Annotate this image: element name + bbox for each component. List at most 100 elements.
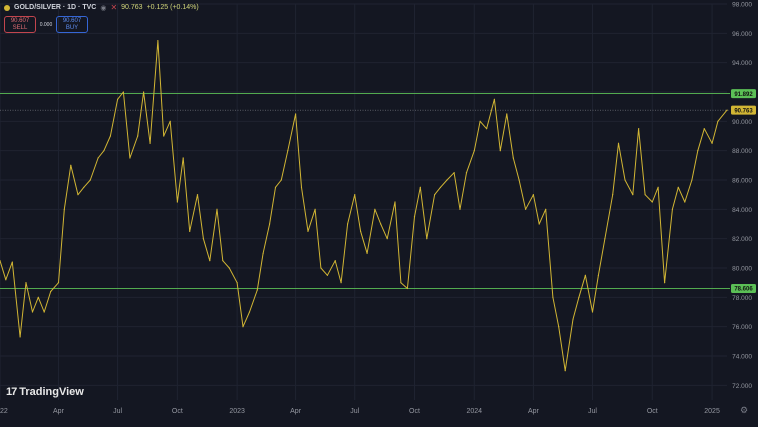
data-point bbox=[216, 208, 218, 210]
x-tick-label: Jul bbox=[113, 408, 122, 415]
data-point bbox=[394, 201, 396, 203]
y-tick-label: 96.000 bbox=[732, 31, 752, 38]
tradingview-wordmark: TradingView bbox=[19, 386, 84, 398]
sell-label: SELL bbox=[12, 25, 28, 31]
buy-price: 90.607 bbox=[62, 18, 82, 24]
data-point bbox=[97, 157, 99, 159]
data-point bbox=[50, 290, 52, 293]
price-series-line bbox=[0, 40, 728, 372]
x-tick-label: Apr bbox=[53, 408, 65, 415]
data-point bbox=[374, 208, 376, 210]
data-point bbox=[552, 296, 554, 298]
x-tick-label: 2023 bbox=[229, 408, 245, 415]
data-point bbox=[83, 186, 85, 188]
data-point bbox=[63, 208, 65, 210]
series-layer bbox=[0, 40, 728, 372]
data-point bbox=[677, 186, 679, 188]
data-point bbox=[157, 40, 159, 42]
sell-price: 90.607 bbox=[10, 18, 30, 24]
data-point bbox=[538, 223, 540, 225]
data-point bbox=[465, 172, 468, 174]
data-point bbox=[274, 186, 277, 188]
data-point bbox=[604, 238, 606, 240]
data-point bbox=[486, 128, 488, 130]
buy-button[interactable]: 90.607 BUY bbox=[56, 16, 88, 33]
data-point bbox=[109, 135, 112, 137]
data-point bbox=[340, 282, 342, 284]
data-point bbox=[400, 282, 402, 284]
data-point bbox=[334, 260, 336, 262]
data-point bbox=[439, 186, 442, 188]
data-point bbox=[578, 296, 580, 298]
data-point bbox=[142, 91, 145, 93]
data-point bbox=[189, 230, 191, 232]
price-tags: 91.892 78.606 90.763 bbox=[731, 89, 756, 293]
data-point bbox=[182, 157, 184, 159]
symbol-title[interactable]: GOLD/SILVER · 1D · TVC bbox=[14, 4, 97, 11]
time-axis[interactable]: 2022 Apr Jul Oct 2023 Apr Jul Oct 2024 Apr Jul Oct 2… bbox=[0, 408, 720, 415]
data-point bbox=[473, 150, 475, 152]
data-point bbox=[314, 208, 316, 210]
data-point bbox=[228, 267, 230, 269]
data-point bbox=[524, 208, 527, 210]
price-axis[interactable]: 98.00096.00094.00092.00090.00088.00086.0… bbox=[732, 2, 752, 390]
y-tick-label: 98.000 bbox=[732, 2, 752, 9]
data-point bbox=[25, 282, 27, 284]
data-point bbox=[31, 311, 34, 313]
data-point bbox=[122, 91, 125, 93]
data-point bbox=[163, 135, 165, 137]
data-point bbox=[697, 150, 699, 152]
y-tick-label: 88.000 bbox=[732, 148, 752, 155]
data-point bbox=[5, 279, 7, 281]
trade-panel: 90.607 SELL 0.000 90.607 BUY bbox=[4, 16, 88, 33]
data-point bbox=[116, 98, 119, 100]
data-point bbox=[307, 230, 309, 232]
x-tick-label: Apr bbox=[290, 408, 302, 415]
data-point bbox=[617, 142, 620, 144]
data-point bbox=[280, 179, 282, 181]
x-tick-label: 2025 bbox=[704, 408, 720, 415]
data-point bbox=[684, 201, 686, 203]
data-point bbox=[202, 238, 204, 240]
sell-button[interactable]: 90.607 SELL bbox=[4, 16, 36, 33]
price-change: +0.125 (+0.14%) bbox=[146, 4, 199, 11]
x-tick-label: Oct bbox=[647, 408, 658, 415]
spread-value: 0.000 bbox=[39, 21, 53, 28]
grid bbox=[0, 3, 727, 400]
data-point bbox=[386, 238, 388, 240]
data-point bbox=[320, 267, 322, 269]
buy-label: BUY bbox=[65, 25, 79, 31]
data-point bbox=[262, 252, 264, 254]
last-value: 90.763 bbox=[121, 4, 143, 11]
data-point bbox=[77, 194, 79, 196]
x-tick-label: Jul bbox=[588, 408, 597, 415]
data-point bbox=[512, 157, 514, 159]
close-icon[interactable]: ✕ bbox=[110, 3, 118, 12]
data-point bbox=[43, 311, 45, 313]
eye-off-icon[interactable]: ◉ bbox=[100, 4, 107, 12]
x-tick-label: Oct bbox=[172, 408, 183, 415]
data-point bbox=[664, 282, 666, 284]
data-point bbox=[644, 194, 646, 196]
data-point bbox=[413, 216, 416, 218]
gear-icon[interactable]: ⚙ bbox=[740, 405, 749, 415]
data-point bbox=[248, 311, 251, 313]
data-point bbox=[236, 282, 238, 284]
data-point bbox=[638, 128, 640, 130]
tradingview-logo[interactable]: 17 TradingView bbox=[6, 386, 84, 398]
y-tick-label: 90.000 bbox=[732, 119, 752, 126]
y-tick-label: 76.000 bbox=[732, 324, 752, 331]
data-point bbox=[346, 223, 349, 225]
data-point bbox=[434, 194, 436, 196]
data-point bbox=[591, 311, 594, 313]
data-point bbox=[209, 260, 211, 262]
data-point bbox=[632, 194, 634, 196]
x-tick-label: 2024 bbox=[466, 408, 482, 415]
data-point bbox=[506, 113, 508, 115]
data-point bbox=[287, 150, 289, 152]
y-tick-label: 80.000 bbox=[732, 266, 752, 273]
data-point bbox=[711, 142, 713, 144]
horizontal-levels[interactable] bbox=[0, 93, 730, 289]
